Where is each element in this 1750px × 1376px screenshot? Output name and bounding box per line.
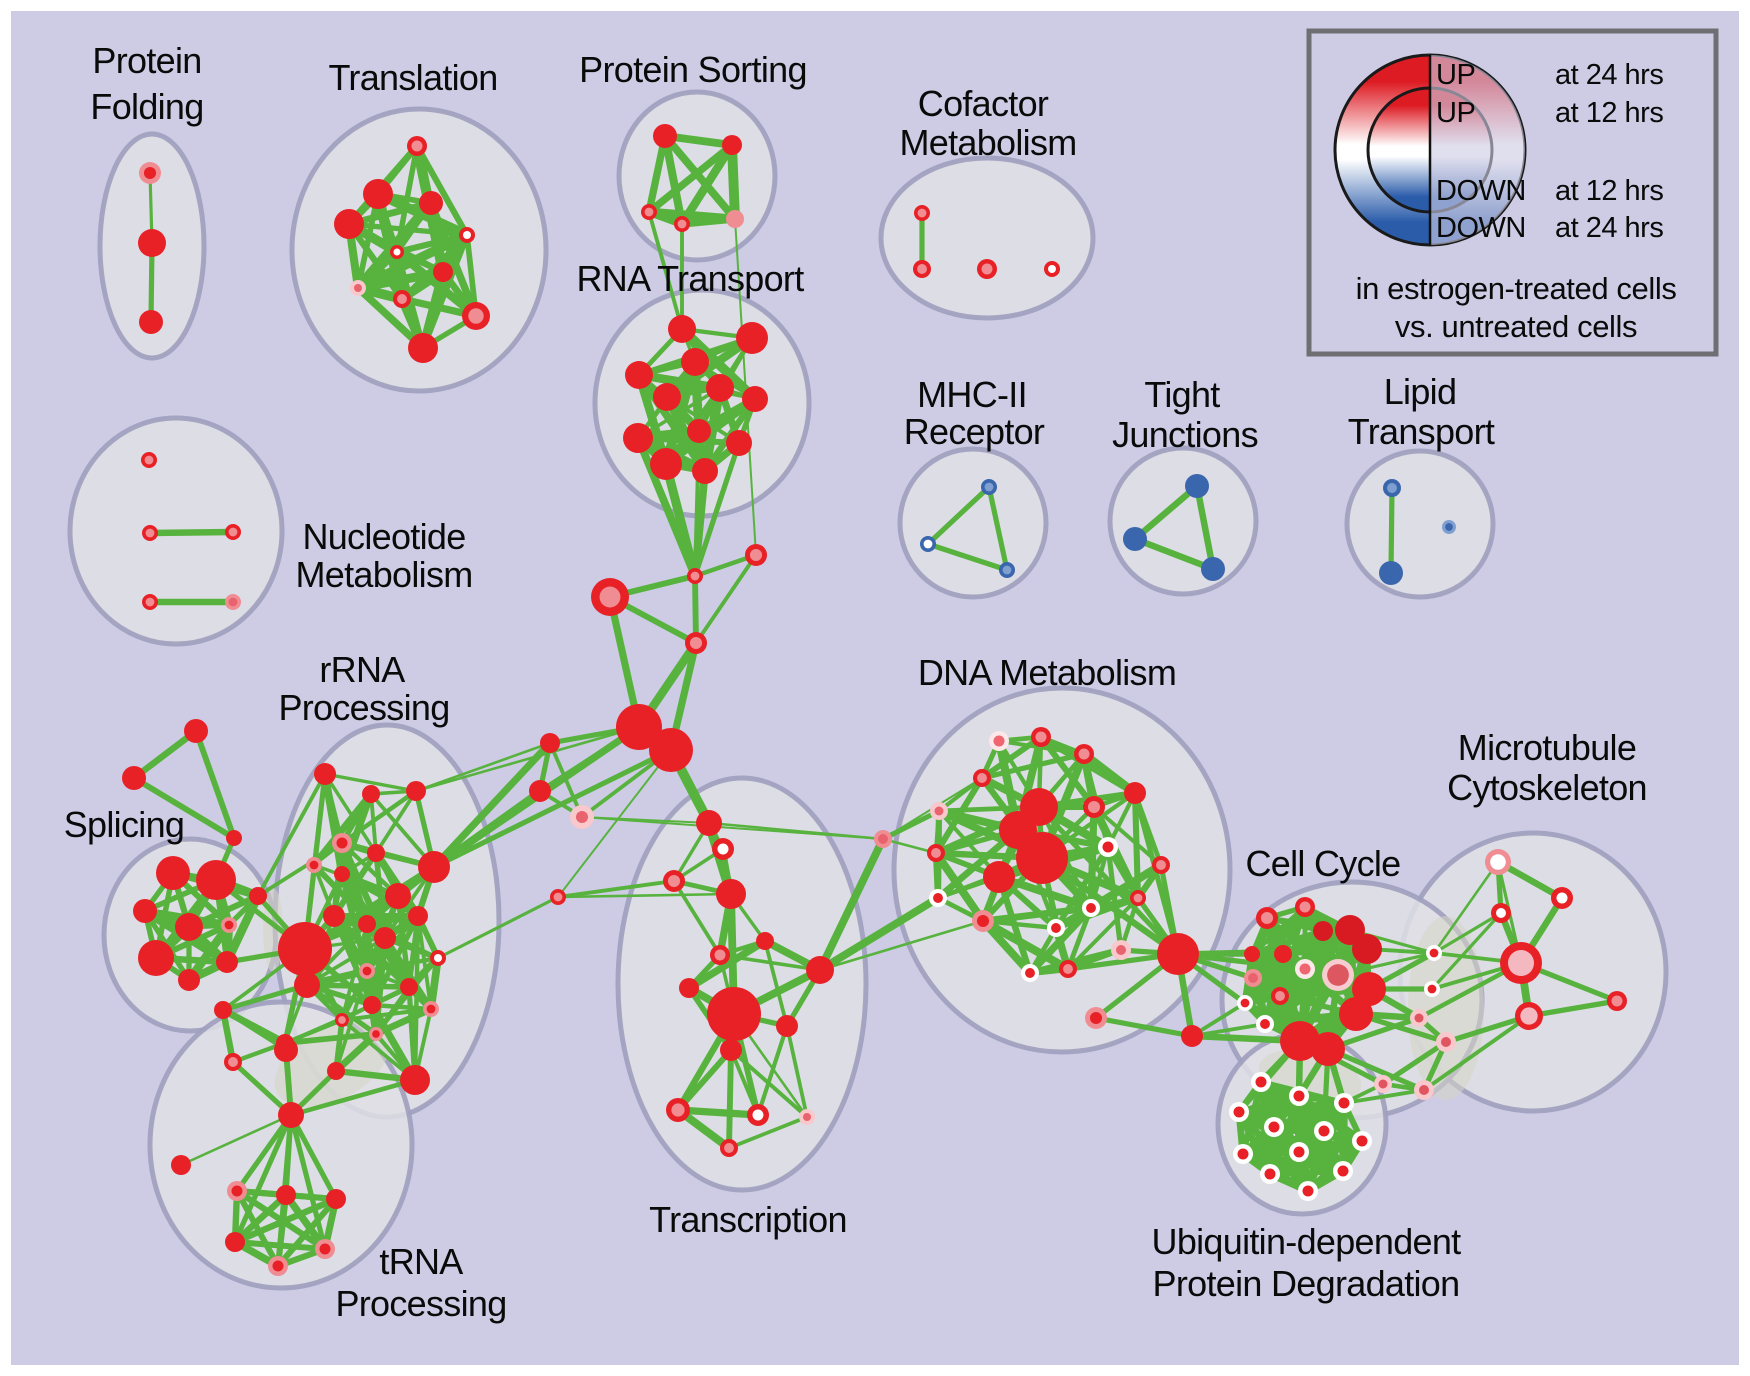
svg-text:Folding: Folding: [90, 86, 203, 127]
svg-text:Protein Degradation: Protein Degradation: [1153, 1263, 1460, 1304]
svg-text:MHC-II: MHC-II: [917, 374, 1027, 415]
svg-text:DOWN: DOWN: [1436, 212, 1526, 244]
svg-text:Transcription: Transcription: [649, 1199, 847, 1240]
svg-text:DOWN: DOWN: [1436, 175, 1526, 207]
svg-text:Receptor: Receptor: [904, 411, 1045, 452]
svg-text:RNA Transport: RNA Transport: [577, 258, 805, 299]
svg-text:rRNA: rRNA: [319, 649, 405, 690]
svg-text:at 24 hrs: at 24 hrs: [1555, 59, 1663, 91]
svg-text:Protein: Protein: [92, 40, 201, 81]
svg-text:Microtubule: Microtubule: [1458, 727, 1636, 768]
svg-text:vs. untreated cells: vs. untreated cells: [1395, 309, 1637, 344]
svg-text:Nucleotide: Nucleotide: [302, 516, 465, 557]
svg-text:Splicing: Splicing: [64, 804, 184, 845]
svg-text:Processing: Processing: [278, 687, 449, 728]
svg-text:at 12 hrs: at 12 hrs: [1555, 97, 1663, 129]
svg-text:Processing: Processing: [335, 1283, 506, 1324]
svg-text:Metabolism: Metabolism: [899, 122, 1076, 163]
svg-text:Cofactor: Cofactor: [918, 83, 1049, 124]
svg-text:UP: UP: [1436, 97, 1475, 129]
svg-text:Ubiquitin-dependent: Ubiquitin-dependent: [1152, 1221, 1462, 1262]
svg-text:UP: UP: [1436, 59, 1475, 91]
svg-text:in estrogen-treated cells: in estrogen-treated cells: [1356, 271, 1677, 306]
svg-text:Tight: Tight: [1144, 374, 1220, 415]
svg-text:Protein Sorting: Protein Sorting: [579, 49, 807, 90]
svg-text:at 24 hrs: at 24 hrs: [1555, 212, 1663, 244]
svg-text:DNA Metabolism: DNA Metabolism: [918, 652, 1176, 693]
svg-text:Junctions: Junctions: [1112, 414, 1258, 455]
svg-text:at 12 hrs: at 12 hrs: [1555, 175, 1663, 207]
svg-text:Lipid: Lipid: [1384, 371, 1457, 412]
svg-text:Cytoskeleton: Cytoskeleton: [1447, 767, 1647, 808]
svg-text:Translation: Translation: [328, 57, 497, 98]
svg-text:Transport: Transport: [1348, 411, 1495, 452]
svg-text:Cell Cycle: Cell Cycle: [1245, 843, 1400, 884]
svg-text:Metabolism: Metabolism: [295, 554, 472, 595]
svg-text:tRNA: tRNA: [379, 1241, 463, 1282]
